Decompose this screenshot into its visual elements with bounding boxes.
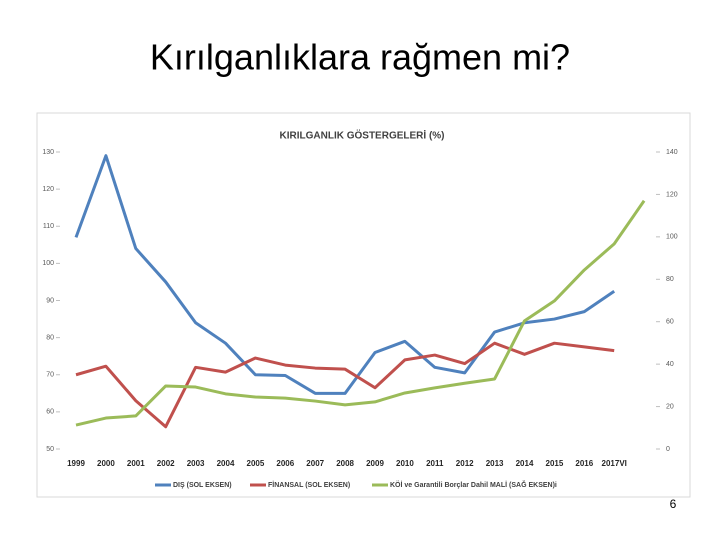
legend-label: FİNANSAL (SOL EKSEN) (268, 481, 350, 489)
x-tick-label: 2011 (426, 459, 444, 468)
y2-tick-label: 80 (666, 276, 674, 283)
y-tick-label: 50 (46, 446, 54, 453)
x-tick-label: 2012 (456, 459, 474, 468)
legend-label: KÖİ ve Garantili Borçlar Dahil MALİ (SAĞ… (390, 480, 557, 489)
y-tick-label: 110 (43, 223, 54, 230)
x-tick-label: 2001 (127, 459, 145, 468)
x-tick-label: 2016 (575, 459, 593, 468)
x-tick-label: 2015 (546, 459, 564, 468)
y2-tick-label: 20 (666, 403, 674, 410)
y-tick-label: 80 (46, 334, 54, 341)
x-tick-label: 2008 (336, 459, 354, 468)
chart-title: KIRILGANLIK GÖSTERGELERİ (%) (280, 129, 445, 142)
y-tick-label: 130 (42, 149, 54, 156)
y2-tick-label: 100 (666, 234, 678, 241)
y-tick-label: 60 (46, 409, 54, 416)
x-tick-label: 2005 (247, 459, 265, 468)
x-tick-label: 2013 (486, 459, 504, 468)
y2-tick-label: 0 (666, 446, 670, 453)
series-line (75, 341, 615, 429)
legend-label: DIŞ (SOL EKSEN) (173, 482, 232, 489)
y-tick-label: 100 (42, 260, 54, 267)
y-tick-label: 120 (42, 186, 54, 193)
slide-title: Kırılganlıklara rağmen mi? (150, 37, 570, 78)
x-tick-label: 2009 (366, 459, 384, 468)
x-tick-label: 2014 (516, 459, 534, 468)
x-tick-label: 2000 (97, 459, 115, 468)
y2-tick-label: 40 (666, 361, 674, 368)
y2-tick-label: 140 (666, 149, 678, 156)
x-tick-label: 2017VI (602, 459, 627, 468)
x-tick-label: 2002 (157, 459, 175, 468)
x-tick-label: 1999 (67, 459, 85, 468)
page-number: 6 (670, 497, 677, 511)
series-line (75, 199, 646, 427)
x-tick-label: 2004 (217, 459, 235, 468)
x-tick-label: 2006 (276, 459, 294, 468)
x-tick-label: 2003 (187, 459, 205, 468)
y-tick-label: 70 (46, 372, 54, 379)
y2-tick-label: 60 (666, 319, 674, 326)
chart-frame (36, 112, 691, 498)
x-tick-label: 2007 (306, 459, 324, 468)
x-tick-label: 2010 (396, 459, 414, 468)
y-tick-label: 90 (46, 297, 54, 304)
y2-tick-label: 120 (666, 191, 678, 198)
